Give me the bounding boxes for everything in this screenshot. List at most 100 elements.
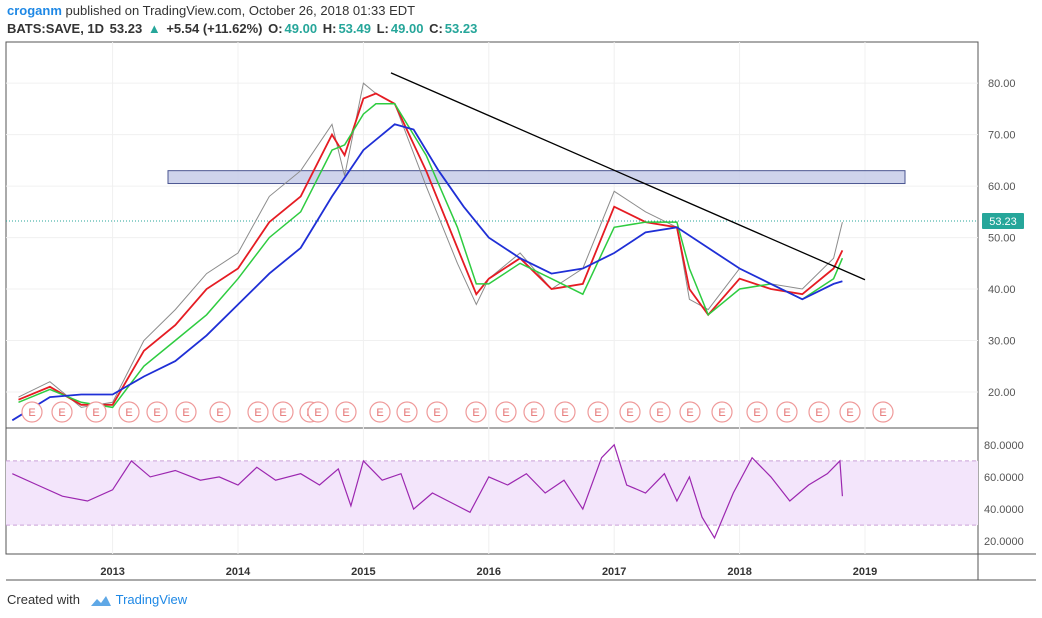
earnings-marker-label: E: [815, 407, 822, 419]
up-arrow-icon: ▲: [147, 21, 161, 36]
earnings-marker: [335, 401, 357, 423]
price-tick-label: 70.00: [988, 130, 1016, 142]
earnings-marker-label: E: [182, 407, 189, 419]
earnings-marker-label: E: [153, 407, 160, 419]
earnings-marker-label: E: [58, 407, 65, 419]
earnings-marker-label: E: [403, 407, 410, 419]
rsi-tick-label: 20.0000: [984, 536, 1024, 548]
earnings-marker-label: E: [879, 407, 886, 419]
earnings-marker-label: E: [594, 407, 601, 419]
earnings-marker: [175, 401, 197, 423]
low-value: 49.00: [390, 21, 424, 36]
earnings-marker-label: E: [846, 407, 853, 419]
rsi-tick-label: 80.0000: [984, 440, 1024, 452]
earnings-marker-label: E: [342, 407, 349, 419]
rsi-series: [12, 443, 843, 540]
time-tick-label: 2018: [727, 566, 751, 578]
footer: Created with TradingView: [7, 592, 187, 608]
earnings-marker: [21, 401, 43, 423]
rsi-tick-label: 60.0000: [984, 472, 1024, 484]
earnings-marker: [426, 401, 448, 423]
earnings-marker-label: E: [530, 407, 537, 419]
price-change: +5.54 (+11.62%): [166, 21, 263, 36]
author-name[interactable]: croganm: [7, 3, 62, 18]
earnings-marker: [118, 401, 140, 423]
earnings-marker: [272, 401, 294, 423]
high-label: H:: [322, 21, 337, 36]
earnings-marker-label: E: [656, 407, 663, 419]
earnings-marker-label: E: [718, 407, 725, 419]
last-price-badge: [982, 212, 1024, 229]
earnings-marker-label: E: [254, 407, 261, 419]
resistance-zone: [167, 170, 906, 185]
earnings-marker: [247, 401, 269, 423]
earnings-marker: [554, 401, 576, 423]
time-tick-label: 2015: [351, 566, 375, 578]
earnings-marker: [523, 401, 545, 423]
price-tick-label: 50.00: [988, 233, 1016, 245]
earnings-marker: [872, 401, 894, 423]
last-price-badge-label: 53.23: [989, 216, 1017, 228]
last-price: 53.23: [109, 21, 143, 36]
trendline: [390, 72, 866, 281]
price-tick-label: 30.00: [988, 336, 1016, 348]
earnings-marker: [619, 401, 641, 423]
earnings-marker: [85, 401, 107, 423]
earnings-marker: [369, 401, 391, 423]
rsi-tick-label: 40.0000: [984, 504, 1024, 516]
earnings-marker-label: E: [28, 407, 35, 419]
earnings-marker-label: E: [686, 407, 693, 419]
published-text: published on TradingView.com, October 26…: [65, 3, 416, 18]
earnings-marker-label: E: [433, 407, 440, 419]
earnings-marker-label: E: [472, 407, 479, 419]
earnings-marker-label: E: [626, 407, 633, 419]
price-tick-label: 80.00: [988, 78, 1016, 90]
earnings-marker: [679, 401, 701, 423]
earnings-marker: [307, 401, 329, 423]
time-tick-label: 2013: [100, 566, 124, 578]
symbol-header: BATS:SAVE, 1D 53.23 ▲ +5.54 (+11.62%) O:…: [7, 21, 479, 36]
earnings-marker-label: E: [314, 407, 321, 419]
time-tick-label: 2016: [477, 566, 501, 578]
earnings-marker: [746, 401, 768, 423]
ema-fast-series: [18, 92, 844, 406]
earnings-marker: [146, 401, 168, 423]
rsi-band: [6, 460, 978, 526]
tradingview-link[interactable]: TradingView: [115, 592, 188, 607]
created-with-text: Created with: [7, 592, 80, 607]
open-value: 49.00: [284, 21, 318, 36]
earnings-marker: [776, 401, 798, 423]
ema-mid-series: [18, 103, 844, 409]
earnings-marker: [51, 401, 73, 423]
earnings-marker-label: E: [783, 407, 790, 419]
earnings-marker: [808, 401, 830, 423]
tradingview-logo-icon: [90, 595, 111, 606]
time-tick-label: 2019: [853, 566, 877, 578]
price-tick-label: 20.00: [988, 387, 1016, 399]
earnings-marker-label: E: [216, 407, 223, 419]
earnings-marker-label: E: [279, 407, 286, 419]
earnings-marker-label: E: [376, 407, 383, 419]
symbol-label: BATS:SAVE, 1D: [7, 21, 105, 36]
earnings-marker: [711, 401, 733, 423]
earnings-marker: [649, 401, 671, 423]
earnings-markers: EEEEEEEEEEEEEEEEEEEEEEEEEEEEE: [21, 401, 894, 423]
time-tick-label: 2014: [226, 566, 251, 578]
low-label: L:: [376, 21, 389, 36]
earnings-marker: [839, 401, 861, 423]
earnings-marker-label: E: [753, 407, 760, 419]
earnings-marker: [396, 401, 418, 423]
time-tick-label: 2017: [602, 566, 626, 578]
earnings-marker-label: E: [502, 407, 509, 419]
price-series: [18, 82, 843, 408]
open-label: O:: [268, 21, 283, 36]
earnings-marker: [495, 401, 517, 423]
close-value: 53.23: [444, 21, 478, 36]
price-tick-label: 40.00: [988, 284, 1016, 296]
earnings-marker: [209, 401, 231, 423]
publish-header: croganm published on TradingView.com, Oc…: [7, 3, 415, 18]
earnings-marker-label: E: [92, 407, 99, 419]
high-value: 53.49: [338, 21, 371, 36]
earnings-marker: [465, 401, 487, 423]
